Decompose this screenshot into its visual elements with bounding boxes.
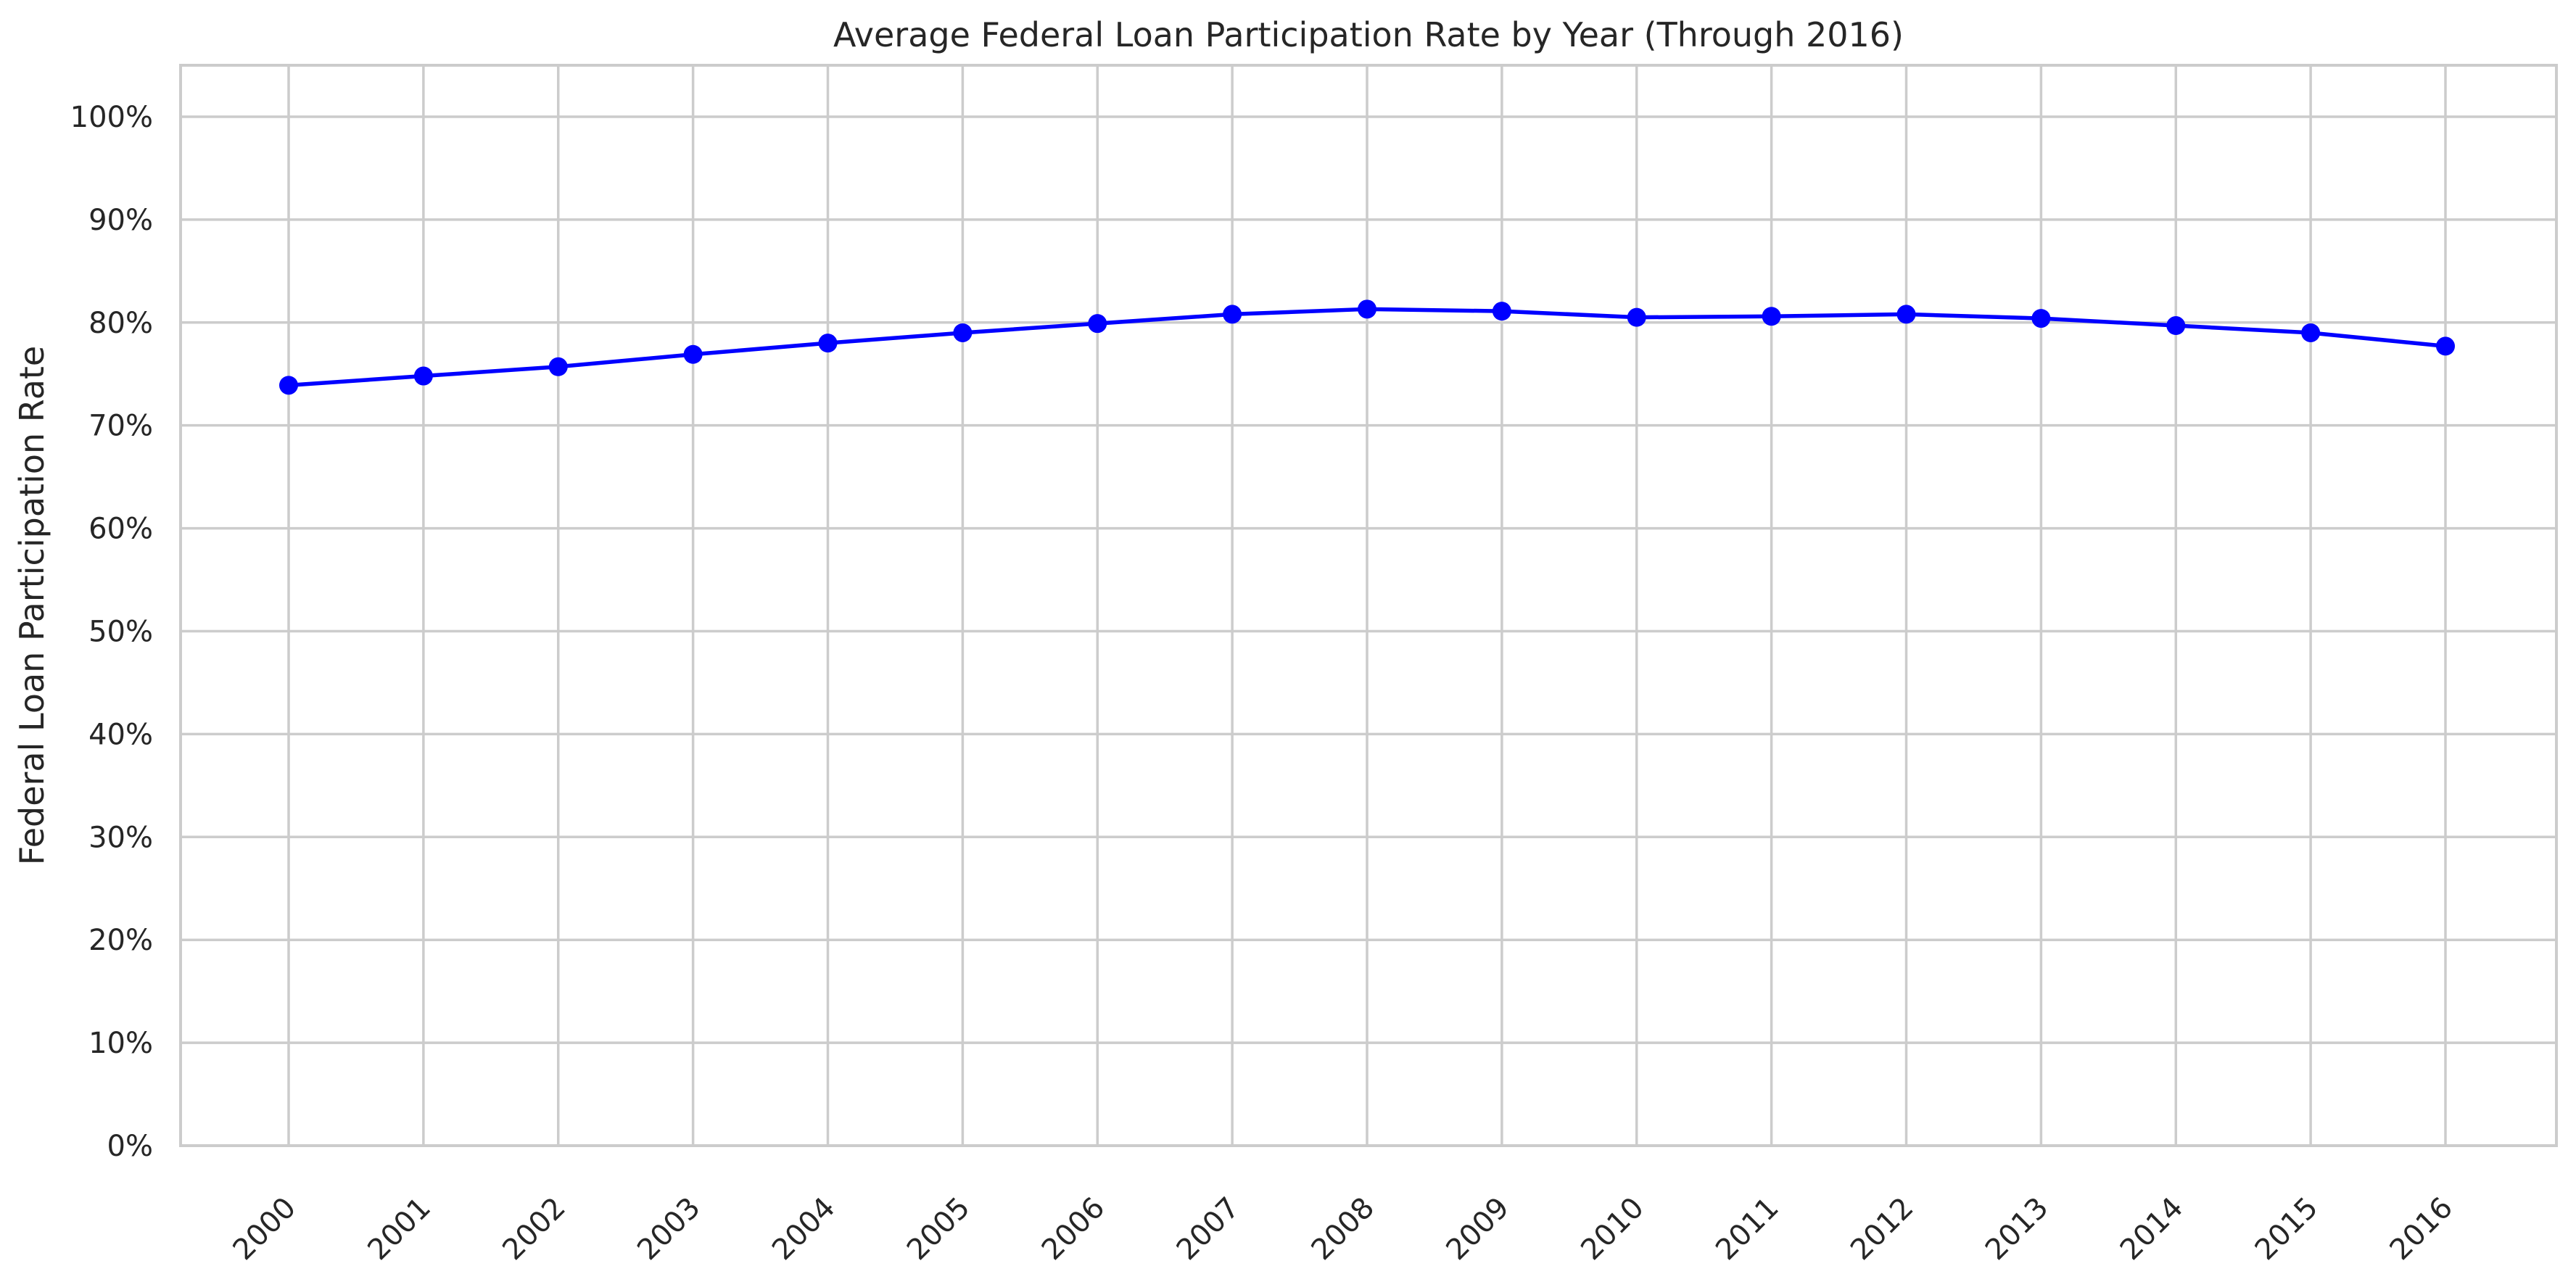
x-tick-label: 2011 bbox=[1709, 1191, 1786, 1267]
data-point bbox=[2031, 309, 2051, 328]
data-point bbox=[548, 357, 568, 376]
y-tick-label: 60% bbox=[88, 513, 153, 546]
x-tick-label: 2012 bbox=[1844, 1191, 1920, 1267]
x-tick-label: 2007 bbox=[1171, 1191, 1247, 1267]
plot-frame bbox=[179, 64, 2558, 1147]
data-point bbox=[1492, 302, 1511, 321]
y-tick-label: 0% bbox=[107, 1130, 153, 1163]
data-point bbox=[2436, 336, 2455, 356]
x-tick-label: 2009 bbox=[1440, 1191, 1516, 1267]
x-tick-label: 2005 bbox=[901, 1191, 977, 1267]
data-point bbox=[1762, 307, 1781, 326]
y-tick-label: 70% bbox=[88, 410, 153, 443]
data-point bbox=[1223, 305, 1242, 324]
x-tick-label: 2002 bbox=[496, 1191, 572, 1267]
y-tick-label: 90% bbox=[88, 204, 153, 237]
data-point bbox=[2166, 316, 2186, 336]
series-layer bbox=[279, 299, 2455, 395]
data-point bbox=[1896, 305, 1916, 324]
y-tick-label: 40% bbox=[88, 718, 153, 751]
data-point bbox=[1627, 307, 1646, 327]
y-axis-label: Federal Loan Participation Rate bbox=[12, 346, 51, 865]
x-tick-label: 2001 bbox=[361, 1191, 437, 1267]
y-tick-label: 100% bbox=[70, 101, 153, 134]
grid bbox=[181, 65, 2556, 1147]
y-tick-label: 80% bbox=[88, 307, 153, 340]
y-tick-label: 50% bbox=[88, 615, 153, 648]
chart-title: Average Federal Loan Participation Rate … bbox=[833, 15, 1904, 54]
x-tick-label: 2014 bbox=[2114, 1191, 2190, 1267]
x-tick-label: 2015 bbox=[2249, 1191, 2325, 1267]
x-tick-label: 2000 bbox=[227, 1191, 303, 1267]
data-point bbox=[953, 323, 973, 342]
x-tick-label: 2008 bbox=[1305, 1191, 1382, 1267]
data-point bbox=[413, 366, 433, 386]
y-tick-label: 20% bbox=[88, 924, 153, 957]
x-tick-label: 2003 bbox=[631, 1191, 707, 1267]
data-point bbox=[818, 334, 838, 353]
x-axis-ticks: 2000 2001 2002 2003 2004 2005 2006 2007 2008 2009… bbox=[227, 1191, 2460, 1267]
y-tick-label: 10% bbox=[88, 1027, 153, 1060]
data-point bbox=[683, 344, 703, 364]
data-point bbox=[1358, 299, 1376, 319]
data-point bbox=[1088, 314, 1107, 334]
x-tick-label: 2006 bbox=[1036, 1191, 1112, 1267]
data-point bbox=[2301, 323, 2321, 342]
data-point bbox=[279, 376, 298, 395]
x-tick-label: 2010 bbox=[1574, 1191, 1651, 1267]
x-tick-label: 2004 bbox=[766, 1191, 842, 1267]
y-axis-ticks: 0% 10% 20% 30% 40% 50% 60% 70% 80% 90% 100% bbox=[70, 101, 153, 1163]
y-tick-label: 30% bbox=[88, 821, 153, 854]
x-tick-label: 2013 bbox=[1979, 1191, 2055, 1267]
x-tick-label: 2016 bbox=[2384, 1191, 2460, 1267]
